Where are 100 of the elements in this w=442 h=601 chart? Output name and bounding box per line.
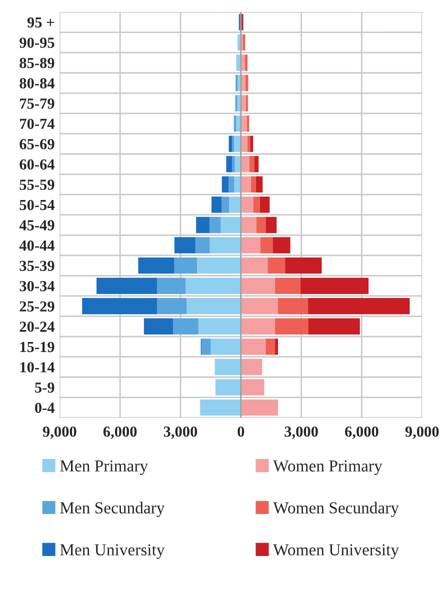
bar xyxy=(210,237,241,254)
legend-label: Women Secundary xyxy=(273,502,399,517)
bar xyxy=(138,257,174,274)
x-tick-label: 3,000 xyxy=(284,426,318,439)
bar xyxy=(240,379,264,396)
y-tick-label: 65-69 xyxy=(20,139,54,150)
bar xyxy=(268,257,286,274)
bar xyxy=(240,257,268,274)
legend-label: Men Secundary xyxy=(60,502,165,517)
bar xyxy=(285,257,322,274)
bar xyxy=(222,196,230,213)
bar xyxy=(275,278,300,294)
bar xyxy=(226,156,232,172)
bar xyxy=(278,298,308,314)
bar xyxy=(253,196,260,213)
x-tick-label: 3,000 xyxy=(164,426,198,439)
bar xyxy=(248,136,250,152)
bar xyxy=(308,318,360,335)
legend-label: Men Primary xyxy=(60,460,148,476)
bar xyxy=(211,196,222,213)
y-tick-label: 95 + xyxy=(27,17,54,28)
bar xyxy=(250,176,256,193)
bar xyxy=(214,358,241,376)
bar xyxy=(202,338,211,355)
y-tick-label: 90-95 xyxy=(20,38,54,48)
bar xyxy=(144,318,174,335)
y-tick-label: 40-44 xyxy=(19,240,55,251)
bar xyxy=(240,338,266,355)
legend-label: Men University xyxy=(60,544,165,559)
bar xyxy=(260,196,270,213)
y-tick-label: 0-4 xyxy=(35,402,55,414)
bar xyxy=(82,298,158,314)
bar xyxy=(157,278,186,294)
bar xyxy=(256,216,266,234)
bar xyxy=(275,338,278,355)
bar xyxy=(186,278,241,294)
y-tick-label: 35-39 xyxy=(20,260,54,272)
y-tick-label: 30-34 xyxy=(20,280,55,292)
y-tick-label: 45-49 xyxy=(19,220,54,230)
bar xyxy=(157,298,187,314)
y-tick-label: 20-24 xyxy=(20,322,55,332)
y-tick-label: 10-14 xyxy=(20,362,55,372)
bar xyxy=(174,237,196,254)
y-tick-label: 25-29 xyxy=(20,301,54,312)
bar xyxy=(186,298,241,314)
bar xyxy=(196,216,210,234)
bar xyxy=(220,216,241,234)
bar xyxy=(96,278,158,294)
bar xyxy=(308,298,410,314)
x-tick-label: 0 xyxy=(238,426,244,437)
bar xyxy=(240,216,256,234)
bar xyxy=(228,176,234,193)
bar xyxy=(275,318,308,335)
bar xyxy=(240,237,260,254)
bar xyxy=(174,257,198,274)
bar xyxy=(234,115,236,132)
y-tick-label: 75-79 xyxy=(20,98,54,109)
bar xyxy=(240,399,278,416)
bar xyxy=(240,298,278,314)
bar xyxy=(240,318,276,335)
bar xyxy=(240,176,251,193)
bar xyxy=(260,237,273,254)
bar xyxy=(232,156,235,172)
bar xyxy=(300,278,369,294)
x-tick-label: 6,000 xyxy=(103,426,137,439)
bar xyxy=(272,237,290,254)
bar xyxy=(244,54,248,71)
bar xyxy=(210,338,241,355)
bar xyxy=(240,156,250,172)
bar xyxy=(222,176,229,193)
bar xyxy=(195,237,210,254)
y-tick-label: 50-54 xyxy=(20,200,55,210)
y-tick-label: 70-74 xyxy=(20,118,55,130)
y-tick-label: 80-84 xyxy=(20,78,55,88)
x-tick-label: 9,000 xyxy=(42,426,76,439)
bar xyxy=(173,318,198,335)
legend-label: Women University xyxy=(273,544,399,559)
bar xyxy=(200,399,241,416)
bar xyxy=(240,278,276,294)
y-tick-label: 55-59 xyxy=(20,180,54,190)
bar xyxy=(209,216,221,234)
bar xyxy=(250,136,254,152)
bar xyxy=(197,257,241,274)
bar xyxy=(266,338,276,355)
bar xyxy=(240,115,247,132)
y-tick-label: 15-19 xyxy=(20,342,54,352)
bar xyxy=(254,156,259,172)
bar xyxy=(240,196,254,213)
bar xyxy=(256,176,263,193)
bar xyxy=(216,379,241,396)
bar xyxy=(240,95,246,112)
x-tick-label: 9,000 xyxy=(405,426,439,439)
y-tick-label: 60-64 xyxy=(20,159,55,170)
y-tick-label: 5-9 xyxy=(35,382,54,393)
bar xyxy=(249,156,254,172)
bar xyxy=(266,216,277,234)
bar xyxy=(240,358,262,376)
bar xyxy=(229,196,241,213)
x-tick-label: 6,000 xyxy=(345,426,378,439)
bar xyxy=(198,318,241,335)
